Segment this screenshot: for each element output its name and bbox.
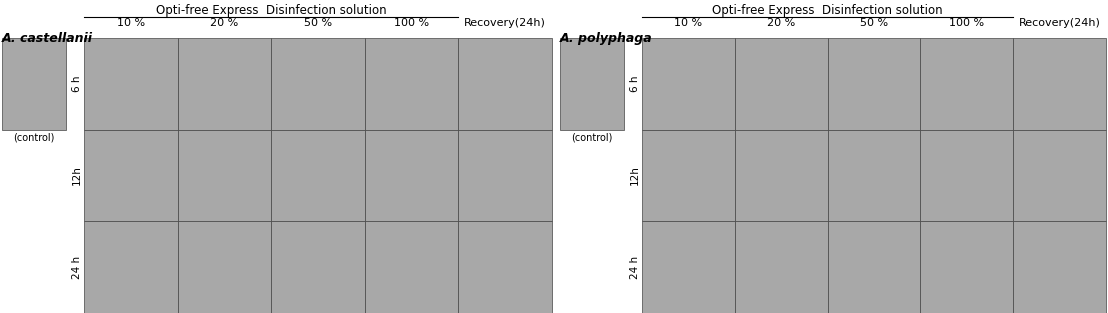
Text: 24 h: 24 h — [72, 256, 82, 279]
Bar — [1013, 38, 1106, 130]
Text: (control): (control) — [572, 133, 613, 143]
Bar — [177, 38, 271, 130]
Bar — [365, 38, 459, 130]
Bar — [84, 221, 177, 313]
Bar — [735, 38, 828, 130]
Text: 10 %: 10 % — [675, 18, 702, 28]
Text: 12h: 12h — [72, 166, 82, 185]
Text: Recovery(24h): Recovery(24h) — [1018, 18, 1100, 28]
Bar — [828, 130, 921, 221]
Bar — [828, 38, 921, 130]
Bar — [735, 130, 828, 221]
Bar — [1013, 130, 1106, 221]
Bar — [642, 130, 735, 221]
Bar — [84, 38, 177, 130]
Bar — [560, 38, 624, 130]
Bar — [365, 130, 459, 221]
Bar — [735, 221, 828, 313]
Bar — [2, 38, 66, 130]
Bar — [642, 38, 735, 130]
Bar — [271, 38, 365, 130]
Bar — [642, 221, 735, 313]
Text: (control): (control) — [13, 133, 54, 143]
Bar — [828, 221, 921, 313]
Text: 24 h: 24 h — [630, 256, 640, 279]
Text: A. castellanii: A. castellanii — [2, 32, 93, 45]
Bar — [921, 130, 1013, 221]
Text: 10 %: 10 % — [116, 18, 145, 28]
Text: 6 h: 6 h — [630, 75, 640, 92]
Text: 50 %: 50 % — [860, 18, 889, 28]
Text: 50 %: 50 % — [304, 18, 332, 28]
Text: 100 %: 100 % — [394, 18, 429, 28]
Bar — [84, 130, 177, 221]
Bar — [365, 221, 459, 313]
Bar — [459, 130, 552, 221]
Bar — [177, 221, 271, 313]
Text: Recovery(24h): Recovery(24h) — [464, 18, 546, 28]
Bar — [271, 221, 365, 313]
Bar — [459, 221, 552, 313]
Bar — [921, 38, 1013, 130]
Text: Opti-free Express  Disinfection solution: Opti-free Express Disinfection solution — [712, 4, 943, 17]
Bar — [1013, 221, 1106, 313]
Text: 100 %: 100 % — [950, 18, 984, 28]
Text: 20 %: 20 % — [767, 18, 796, 28]
Text: 6 h: 6 h — [72, 75, 82, 92]
Bar — [459, 38, 552, 130]
Bar — [921, 221, 1013, 313]
Text: 12h: 12h — [630, 166, 640, 185]
Text: A. polyphaga: A. polyphaga — [560, 32, 653, 45]
Bar — [177, 130, 271, 221]
Bar — [271, 130, 365, 221]
Text: Opti-free Express  Disinfection solution: Opti-free Express Disinfection solution — [156, 4, 387, 17]
Text: 20 %: 20 % — [211, 18, 238, 28]
